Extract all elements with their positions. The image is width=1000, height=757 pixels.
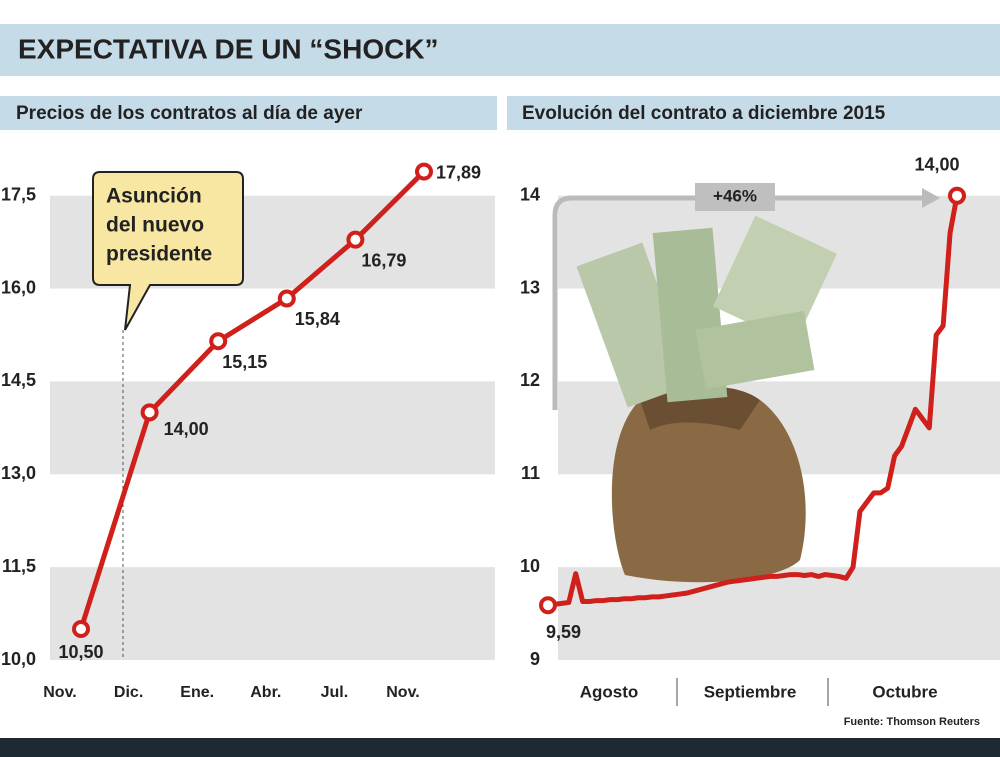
data-label: 16,79 <box>361 250 406 270</box>
x-tick-label: Agosto <box>580 682 639 701</box>
y-tick-label: 13,0 <box>1 463 36 483</box>
data-label: 15,84 <box>295 309 340 329</box>
panel-header <box>507 96 1000 130</box>
x-tick-label: Octubre <box>872 682 937 701</box>
data-label: 10,50 <box>58 642 103 662</box>
x-tick-label: Ene. <box>180 684 214 701</box>
point <box>140 403 159 422</box>
annotation-box <box>695 183 775 211</box>
x-tick-label: Abr. <box>250 684 281 701</box>
y-tick-label: 10 <box>520 556 540 576</box>
y-tick-label: 10,0 <box>1 649 36 669</box>
source: Fuente: Thomson Reuters <box>844 716 980 728</box>
y-tick-label: 11 <box>521 463 540 483</box>
annotation: del nuevo <box>106 214 204 237</box>
chart-title: Evolución del contrato a diciembre 2015 <box>522 103 886 124</box>
x-tick-label: Nov. <box>43 684 76 701</box>
point <box>346 230 365 249</box>
line <box>78 169 426 630</box>
annotation: presidente <box>106 243 212 266</box>
data-label: 17,89 <box>436 162 481 182</box>
chart-title: Precios de los contratos al día de ayer <box>16 103 363 124</box>
money-bag <box>576 215 837 583</box>
growth-arrow <box>552 195 925 410</box>
header-band <box>0 24 1000 76</box>
y-tick-label: 13 <box>520 277 540 297</box>
grid-band <box>558 567 1000 660</box>
x-tick-label: Nov. <box>386 684 419 701</box>
annotation: +46% <box>713 186 757 205</box>
y-tick-label: 14 <box>520 184 540 204</box>
data-label: 15,15 <box>222 352 267 372</box>
point <box>277 289 296 308</box>
x-tick-label: Septiembre <box>704 682 797 701</box>
annotation: Asunción <box>106 185 202 208</box>
y-tick-label: 16,0 <box>1 277 36 297</box>
grid-band <box>50 567 495 660</box>
y-tick-label: 12 <box>520 370 540 390</box>
point <box>209 332 228 351</box>
callout-box <box>92 171 244 331</box>
y-tick-label: 14,5 <box>1 370 36 390</box>
arrow-head <box>922 188 940 208</box>
grid-band <box>50 381 495 475</box>
y-tick-label: 11,5 <box>2 556 36 576</box>
point <box>948 186 966 205</box>
y-tick-label: 17,5 <box>1 184 36 204</box>
x-tick-label: Jul. <box>321 684 349 701</box>
line <box>547 195 960 608</box>
header-title: EXPECTATIVA DE UN “SHOCK” <box>18 33 439 64</box>
panel-header <box>0 96 497 130</box>
y-tick-label: 9 <box>530 649 540 669</box>
data-label: 14,00 <box>164 419 209 439</box>
point <box>415 162 433 181</box>
data-label: 14,00 <box>914 154 959 174</box>
footer-bar <box>0 738 1000 757</box>
point <box>539 596 557 615</box>
data-label: 9,59 <box>546 622 581 642</box>
point <box>72 620 90 639</box>
x-tick-label: Dic. <box>114 684 143 701</box>
